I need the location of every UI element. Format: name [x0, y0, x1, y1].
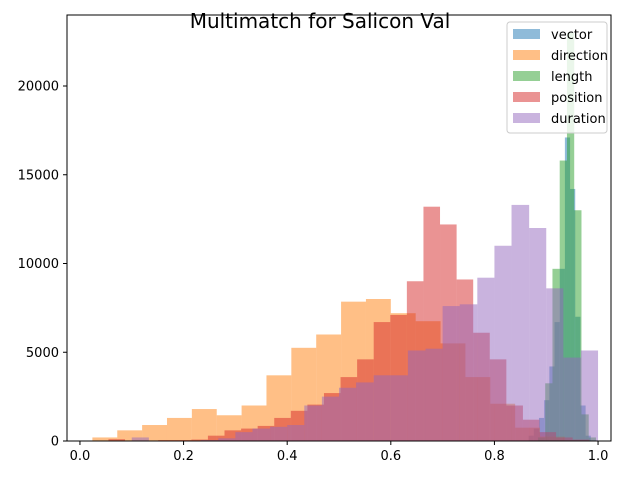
bar-duration-12	[321, 396, 339, 442]
x-tick-label: 0.0	[70, 449, 91, 464]
bar-duration-19	[442, 306, 460, 441]
bar-direction-2	[142, 425, 167, 441]
x-tick-label: 0.6	[380, 449, 401, 464]
bar-position-0	[108, 439, 126, 441]
bar-duration-9	[270, 426, 288, 441]
y-tick-label: 15000	[18, 168, 59, 183]
legend-swatch-position	[513, 92, 540, 102]
legend-label-vector: vector	[551, 28, 593, 43]
bar-duration-14	[356, 382, 374, 441]
y-tick-label: 20000	[18, 80, 59, 95]
y-tick-label: 10000	[18, 257, 59, 272]
bar-duration-27	[580, 350, 599, 441]
legend-box	[506, 21, 608, 134]
legend-label-direction: direction	[551, 49, 608, 64]
bar-duration-18	[425, 348, 443, 441]
bar-direction-1	[117, 430, 143, 441]
legend-label-length: length	[551, 70, 592, 85]
bar-duration-20	[459, 304, 478, 441]
bar-duration-21	[477, 277, 495, 441]
bar-position-5	[191, 439, 208, 441]
bar-duration-24	[529, 228, 547, 441]
bar-duration-26	[563, 357, 581, 441]
plot-frame	[66, 14, 612, 442]
bar-duration-23	[511, 204, 530, 441]
legend: vector direction length position duration	[506, 21, 608, 134]
bar-position-7	[224, 430, 242, 441]
bar-direction-0	[92, 437, 118, 441]
bar-duration-1	[131, 437, 149, 441]
bar-length-4	[566, 32, 575, 441]
legend-swatch-length	[513, 71, 540, 81]
bar-duration-7	[235, 432, 253, 442]
x-tick-label: 0.2	[173, 449, 194, 464]
bar-length-5	[574, 210, 582, 441]
bar-direction-4	[191, 409, 217, 441]
legend-label-duration: duration	[551, 112, 606, 127]
bar-duration-15	[373, 375, 391, 441]
bar-duration-11	[304, 405, 322, 441]
legend-swatch-vector	[513, 29, 540, 39]
bar-position-6	[207, 435, 225, 441]
bar-duration-10	[287, 425, 305, 441]
x-tick-label: 1.0	[588, 449, 609, 464]
axes-layer: 0.0 0.2 0.4 0.6 0.8 1.0 0 5000 10000 15000 20000	[18, 14, 612, 464]
x-tick-label: 0.4	[277, 449, 298, 464]
chart-title: Multimatch for Salicon Val	[190, 9, 451, 33]
legend-swatch-direction	[513, 50, 540, 60]
x-tick-label: 0.8	[484, 449, 505, 464]
bar-duration-13	[339, 387, 357, 441]
bar-duration-17	[407, 350, 426, 441]
legend-label-position: position	[551, 91, 603, 106]
bar-duration-25	[546, 288, 564, 441]
y-tick-label: 0	[51, 435, 59, 450]
bars-layer	[92, 32, 599, 442]
bar-duration-16	[390, 375, 408, 441]
bar-duration-22	[494, 245, 512, 441]
y-tick-label: 5000	[26, 346, 59, 361]
legend-swatch-duration	[513, 113, 540, 123]
bar-duration-8	[252, 428, 271, 441]
bar-direction-3	[166, 417, 192, 441]
bar-duration-6	[218, 438, 236, 441]
